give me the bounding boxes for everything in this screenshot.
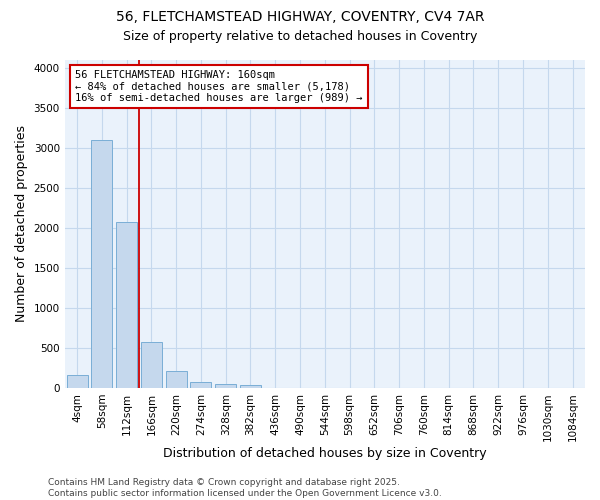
Bar [166, 371, 187, 388]
Text: Size of property relative to detached houses in Coventry: Size of property relative to detached ho… [123, 30, 477, 43]
Bar [141, 342, 162, 388]
Text: 56, FLETCHAMSTEAD HIGHWAY, COVENTRY, CV4 7AR: 56, FLETCHAMSTEAD HIGHWAY, COVENTRY, CV4… [116, 10, 484, 24]
Bar [215, 384, 236, 388]
Bar [67, 375, 88, 388]
Bar [116, 222, 137, 388]
Bar [91, 140, 112, 388]
X-axis label: Distribution of detached houses by size in Coventry: Distribution of detached houses by size … [163, 447, 487, 460]
Text: Contains HM Land Registry data © Crown copyright and database right 2025.
Contai: Contains HM Land Registry data © Crown c… [48, 478, 442, 498]
Y-axis label: Number of detached properties: Number of detached properties [15, 126, 28, 322]
Text: 56 FLETCHAMSTEAD HIGHWAY: 160sqm
← 84% of detached houses are smaller (5,178)
16: 56 FLETCHAMSTEAD HIGHWAY: 160sqm ← 84% o… [75, 70, 362, 103]
Bar [190, 382, 211, 388]
Bar [240, 385, 261, 388]
